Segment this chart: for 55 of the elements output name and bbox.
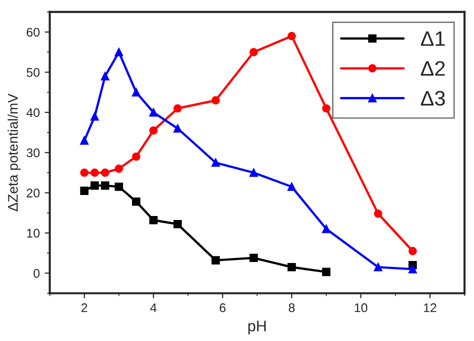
- y-tick-label: 50: [26, 68, 40, 77]
- point: [288, 182, 296, 191]
- point: [250, 48, 258, 56]
- legend-label: Δ1: [420, 31, 445, 46]
- point: [149, 108, 158, 117]
- point: [322, 104, 330, 113]
- point: [212, 256, 220, 264]
- point: [408, 246, 417, 256]
- x-tick-label: 10: [354, 303, 368, 312]
- y-axis-title: ΔZeta potential/mV: [8, 94, 21, 212]
- point: [212, 96, 220, 105]
- y-tick-label: 20: [26, 188, 40, 198]
- point: [408, 264, 417, 274]
- point: [132, 88, 140, 96]
- point: [149, 126, 158, 135]
- x-tick-label: 12: [424, 303, 436, 312]
- y-tick-label: 30: [26, 148, 40, 158]
- legend-label: Δ2: [420, 61, 445, 76]
- point: [288, 32, 296, 40]
- point: [90, 168, 99, 177]
- point: [100, 168, 110, 177]
- x-tick-label: 2: [81, 303, 88, 312]
- point: [374, 262, 382, 272]
- point: [114, 48, 124, 56]
- x-axis-title: pH: [248, 320, 266, 334]
- y-tick-label: 10: [27, 228, 40, 238]
- point: [100, 72, 110, 80]
- point: [322, 268, 330, 276]
- point: [173, 124, 182, 133]
- point: [212, 158, 220, 167]
- point: [288, 262, 296, 272]
- point: [322, 224, 330, 234]
- point: [132, 152, 140, 161]
- point: [80, 186, 88, 195]
- point: [114, 182, 124, 191]
- point: [173, 220, 182, 228]
- point: [90, 181, 99, 190]
- point: [250, 168, 258, 177]
- x-tick-label: 4: [150, 303, 157, 312]
- y-tick-label: 0: [34, 268, 40, 278]
- x-tick-label: 6: [220, 303, 226, 312]
- y-tick-label: 60: [26, 28, 40, 37]
- point: [173, 104, 182, 113]
- point: [149, 216, 158, 224]
- x-tick-label: 8: [288, 303, 295, 312]
- point: [100, 181, 110, 190]
- point: [80, 168, 88, 177]
- point: [90, 112, 99, 121]
- point: [114, 164, 124, 173]
- y-tick-label: 40: [26, 108, 40, 118]
- point: [80, 136, 88, 145]
- point: [374, 210, 382, 218]
- point: [132, 197, 140, 206]
- legend-label: Δ3: [420, 90, 445, 106]
- point: [250, 254, 258, 262]
